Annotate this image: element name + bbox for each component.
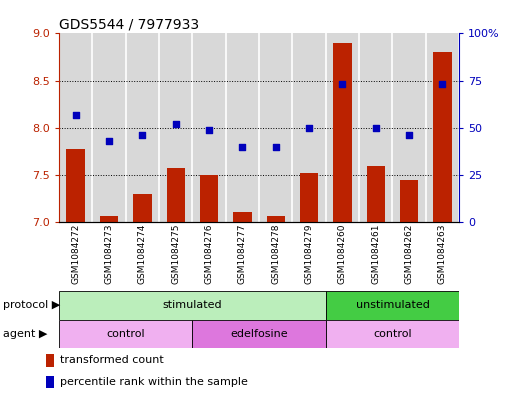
Bar xyxy=(59,320,192,348)
Point xyxy=(438,81,446,88)
Bar xyxy=(426,33,459,222)
Point xyxy=(371,125,380,131)
Text: stimulated: stimulated xyxy=(163,300,222,310)
Bar xyxy=(67,149,85,222)
Bar xyxy=(226,33,259,222)
Bar xyxy=(46,354,54,367)
Text: protocol ▶: protocol ▶ xyxy=(3,300,60,310)
Bar xyxy=(292,33,326,222)
Point xyxy=(405,132,413,139)
Text: control: control xyxy=(373,329,412,339)
Bar xyxy=(192,33,226,222)
Point xyxy=(305,125,313,131)
Bar xyxy=(59,33,92,222)
Point xyxy=(171,121,180,127)
Point xyxy=(205,127,213,133)
Bar xyxy=(259,33,292,222)
Bar xyxy=(359,33,392,222)
Bar xyxy=(400,180,418,222)
Bar xyxy=(126,33,159,222)
Bar xyxy=(100,216,118,222)
Text: control: control xyxy=(106,329,145,339)
Point xyxy=(138,132,146,139)
Bar xyxy=(300,173,318,222)
Point xyxy=(105,138,113,144)
Text: unstimulated: unstimulated xyxy=(356,300,429,310)
Bar xyxy=(200,175,218,222)
Bar xyxy=(392,33,426,222)
Bar xyxy=(167,168,185,222)
Point xyxy=(338,81,346,88)
Bar xyxy=(433,52,451,222)
Text: GDS5544 / 7977933: GDS5544 / 7977933 xyxy=(59,17,199,31)
Text: edelfosine: edelfosine xyxy=(230,329,288,339)
Point xyxy=(271,144,280,150)
Point xyxy=(71,112,80,118)
Bar xyxy=(133,194,151,222)
Bar xyxy=(92,33,126,222)
Text: agent ▶: agent ▶ xyxy=(3,329,47,339)
Bar xyxy=(333,43,351,222)
Bar xyxy=(159,33,192,222)
Point xyxy=(238,144,246,150)
Bar xyxy=(59,291,326,320)
Bar xyxy=(267,216,285,222)
Text: transformed count: transformed count xyxy=(60,355,164,365)
Bar xyxy=(326,291,459,320)
Bar xyxy=(326,33,359,222)
Bar xyxy=(192,320,326,348)
Bar xyxy=(367,166,385,222)
Bar xyxy=(233,212,251,222)
Text: percentile rank within the sample: percentile rank within the sample xyxy=(60,377,248,387)
Bar xyxy=(46,376,54,388)
Bar xyxy=(326,320,459,348)
